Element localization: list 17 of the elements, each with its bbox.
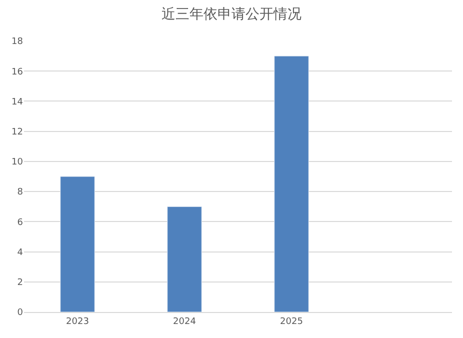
- bar: [274, 56, 309, 312]
- y-tick-label: 8: [17, 188, 24, 198]
- x-tick-label: 2024: [173, 316, 196, 327]
- x-tick-label: 2023: [66, 316, 89, 327]
- bar: [167, 206, 202, 312]
- y-tick-label: 2: [17, 278, 23, 288]
- y-tick-label: 6: [17, 218, 24, 228]
- y-tick-label: 16: [12, 67, 24, 78]
- y-tick-label: 12: [12, 127, 23, 138]
- bar: [60, 176, 95, 312]
- x-tick-label: 2025: [280, 316, 303, 327]
- y-tick-label: 4: [17, 248, 24, 258]
- y-tick-label: 0: [17, 308, 24, 318]
- y-tick-label: 18: [12, 37, 24, 48]
- chart-title: 近三年依申请公开情况: [162, 6, 302, 22]
- y-tick-label: 14: [12, 97, 24, 108]
- y-tick-label: 10: [12, 158, 24, 168]
